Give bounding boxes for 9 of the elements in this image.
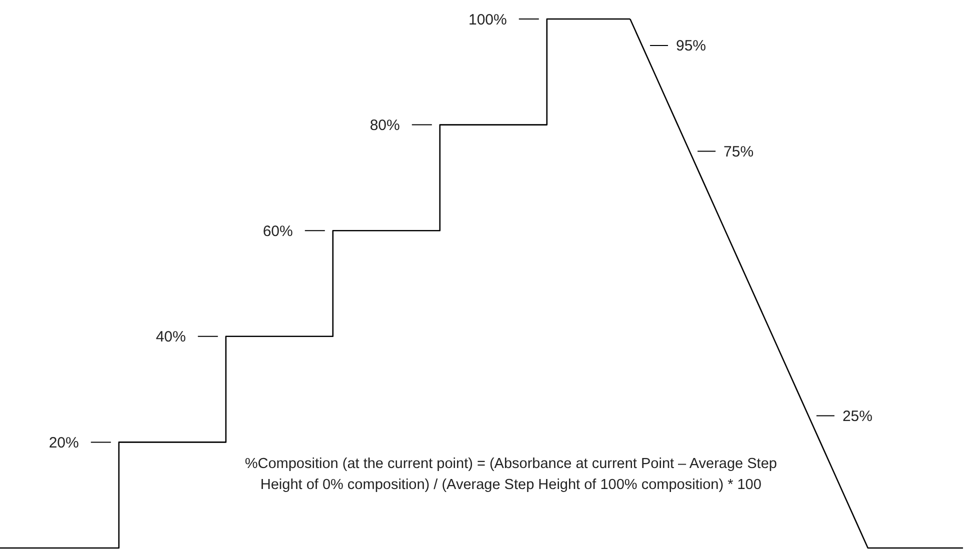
data-label: 20% [48,434,79,452]
data-label: 80% [370,117,400,134]
annotation: %Composition (at the current point) = (Absorbance at current Point – Average Step Height of 0% composition) / (Average Step Height of 100% composition) * 100 [244,456,777,493]
data-label: 100% [468,11,507,28]
data-label: 75% [724,144,754,160]
data-label: 40% [156,328,186,346]
data-label: 95% [676,38,706,55]
data-label: 25% [842,408,872,425]
data-label: 60% [262,222,293,240]
